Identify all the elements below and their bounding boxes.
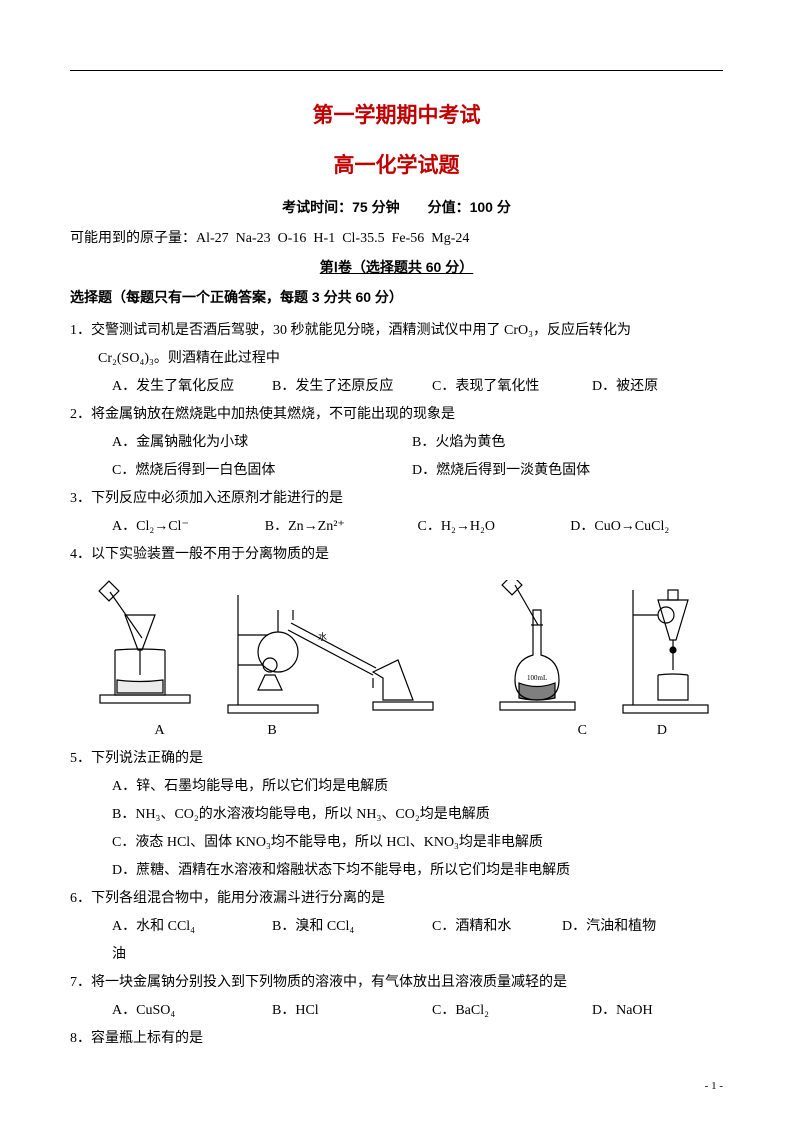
- q5-opt-b: B．NH₃、CO₂的水溶液均能导电，所以 NH₃、CO₂均是电解质: [70, 801, 723, 829]
- q7-opt-c: C．BaCl₂: [432, 997, 592, 1025]
- exam-info: 考试时间：75 分钟 分值：100 分: [70, 197, 723, 217]
- q3-opt-b: B．Zn→Zn²⁺: [265, 513, 418, 541]
- questions-block: 1．交警测试司机是否酒后驾驶，30 秒就能见分晓，酒精测试仪中用了 CrO₃，反…: [70, 317, 723, 1053]
- q4-diagram-d: [618, 580, 713, 715]
- q2-opt-d: D．燃烧后得到一淡黄色固体: [412, 457, 723, 485]
- q6-opt-c: C．酒精和水: [432, 913, 562, 941]
- svg-text:100mL: 100mL: [527, 674, 547, 682]
- q1-opt-c: C．表现了氧化性: [432, 373, 592, 401]
- section-heading: 第Ⅰ卷（选择题共 60 分）: [70, 257, 723, 277]
- q6-opt-d-cont: 油: [70, 941, 723, 969]
- q3-stem: 3．下列反应中必须加入还原剂才能进行的是: [70, 485, 723, 513]
- q7-stem: 7．将一块金属钠分别投入到下列物质的溶液中，有气体放出且溶液质量减轻的是: [70, 969, 723, 997]
- q3-opt-d: D．CuO→CuCl₂: [570, 513, 723, 541]
- q4-stem: 4．以下实验装置一般不用于分离物质的是: [70, 541, 723, 569]
- q2-opt-b: B．火焰为黄色: [412, 429, 723, 457]
- q3-options: A．Cl₂→Cl⁻ B．Zn→Zn²⁺ C．H₂→H₂O D．CuO→CuCl₂: [70, 513, 723, 541]
- q7-options: A．CuSO₄ B．HCl C．BaCl₂ D．NaOH: [70, 997, 723, 1025]
- q4-label-c: C: [337, 717, 587, 745]
- q1-opt-b: B．发生了还原反应: [272, 373, 432, 401]
- q8-stem: 8．容量瓶上标有的是: [70, 1025, 723, 1053]
- q4-labels: A B C D: [70, 717, 723, 745]
- q3-opt-c: C．H₂→H₂O: [418, 513, 571, 541]
- q4-diagram-c: 100mL: [475, 580, 595, 715]
- q7-opt-b: B．HCl: [272, 997, 432, 1025]
- page-number: - 1 -: [705, 1080, 723, 1092]
- q4-label-d: D: [587, 717, 667, 745]
- q4-label-a: A: [112, 717, 207, 745]
- q1-options: A．发生了氧化反应 B．发生了还原反应 C．表现了氧化性 D．被还原: [70, 373, 723, 401]
- q2-options-row2: C．燃烧后得到一白色固体 D．燃烧后得到一淡黄色固体: [70, 457, 723, 485]
- q5-opt-c: C．液态 HCl、固体 KNO₃均不能导电，所以 HCl、KNO₃均是非电解质: [70, 829, 723, 857]
- q4-diagram-a: [90, 580, 200, 715]
- title-line-1: 第一学期期中考试: [70, 99, 723, 129]
- q7-opt-d: D．NaOH: [592, 997, 653, 1025]
- q6-opt-b: B．溴和 CCl₄: [272, 913, 432, 941]
- q1-stem-1: 1．交警测试司机是否酒后驾驶，30 秒就能见分晓，酒精测试仪中用了 CrO₃，反…: [70, 317, 723, 345]
- q2-stem: 2．将金属钠放在燃烧匙中加热使其燃烧，不可能出现的现象是: [70, 401, 723, 429]
- q4-diagram-b: 水: [223, 580, 453, 715]
- q6-opt-a: A．水和 CCl₄: [112, 913, 272, 941]
- q3-opt-a: A．Cl₂→Cl⁻: [112, 513, 265, 541]
- q6-opt-d: D．汽油和植物: [562, 913, 656, 941]
- exam-page: 第一学期期中考试 高一化学试题 考试时间：75 分钟 分值：100 分 可能用到…: [0, 0, 793, 1122]
- q5-stem: 5．下列说法正确的是: [70, 745, 723, 773]
- top-rule: [70, 70, 723, 71]
- q5-opt-d: D．蔗糖、酒精在水溶液和熔融状态下均不能导电，所以它们均是非电解质: [70, 857, 723, 885]
- q1-opt-a: A．发生了氧化反应: [112, 373, 272, 401]
- q2-opt-a: A．金属钠融化为小球: [112, 429, 412, 457]
- q6-stem: 6．下列各组混合物中，能用分液漏斗进行分离的是: [70, 885, 723, 913]
- q4-label-b: B: [207, 717, 337, 745]
- atomic-masses: 可能用到的原子量：Al-27 Na-23 O-16 H-1 Cl-35.5 Fe…: [70, 227, 723, 247]
- q7-opt-a: A．CuSO₄: [112, 997, 272, 1025]
- q5-opt-a: A．锌、石墨均能导电，所以它们均是电解质: [70, 773, 723, 801]
- q4-diagrams: 水 100mL: [70, 569, 723, 717]
- q6-options: A．水和 CCl₄ B．溴和 CCl₄ C．酒精和水 D．汽油和植物: [70, 913, 723, 941]
- q2-options-row1: A．金属钠融化为小球 B．火焰为黄色: [70, 429, 723, 457]
- svg-text:水: 水: [318, 631, 327, 642]
- q2-opt-c: C．燃烧后得到一白色固体: [112, 457, 412, 485]
- title-line-2: 高一化学试题: [70, 149, 723, 179]
- q1-stem-2: Cr₂(SO₄)₃。则酒精在此过程中: [70, 345, 723, 373]
- instructions: 选择题（每题只有一个正确答案，每题 3 分共 60 分）: [70, 287, 723, 307]
- q1-opt-d: D．被还原: [592, 373, 658, 401]
